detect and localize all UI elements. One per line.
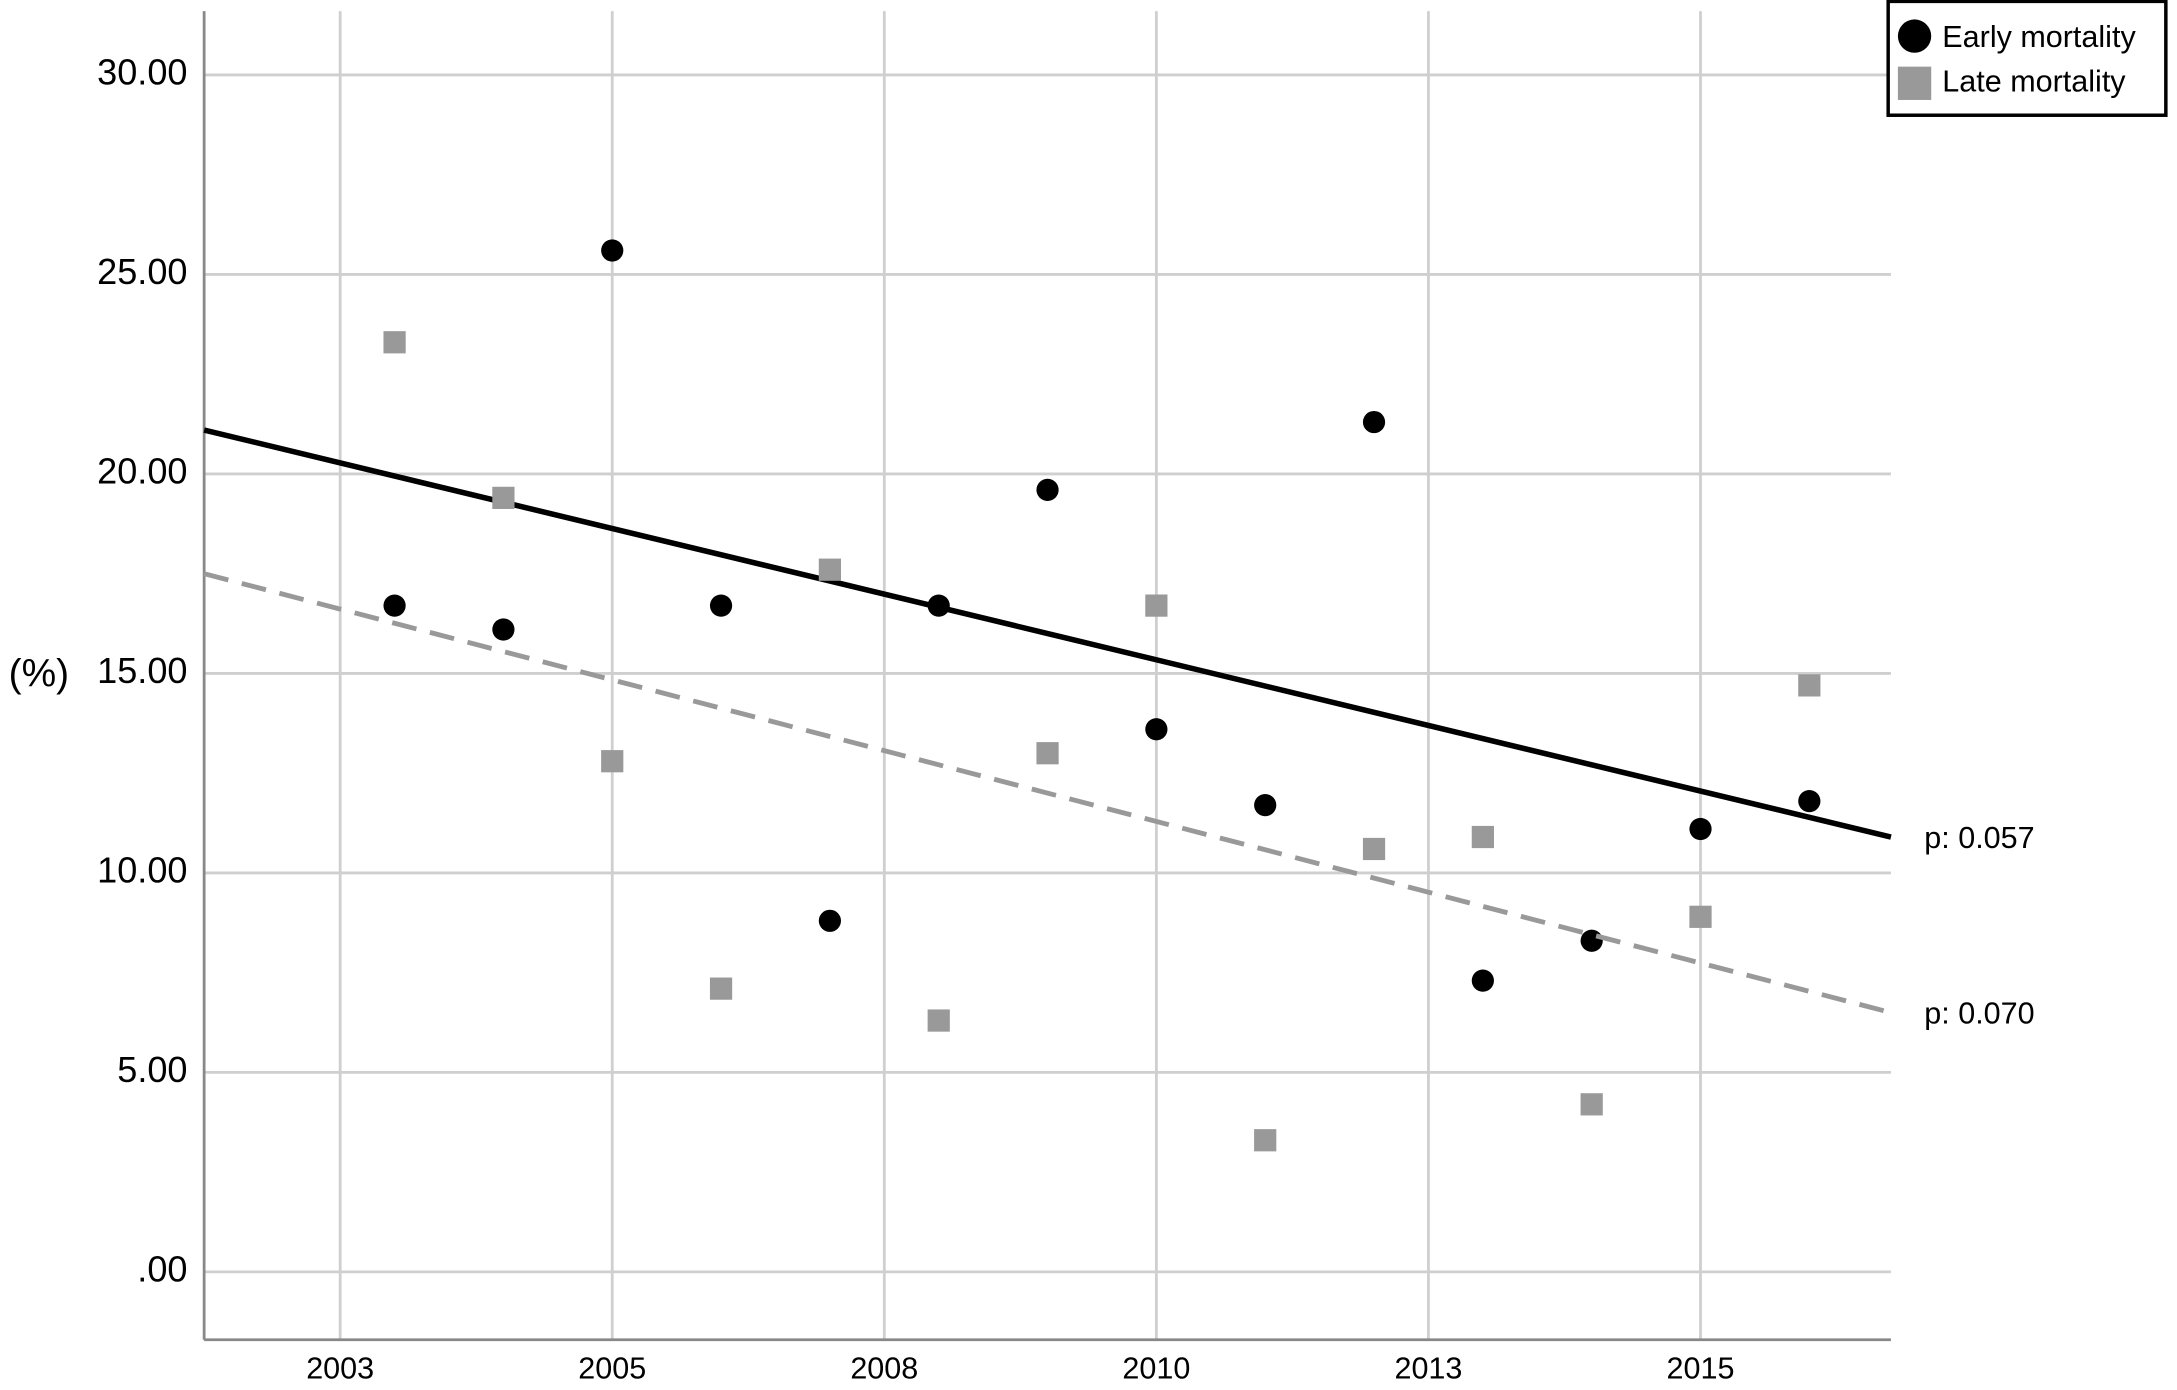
legend-marker (1897, 66, 1932, 100)
x-tick-label: 2010 (1122, 1351, 1190, 1385)
data-point (1254, 1129, 1277, 1152)
data-point (1036, 478, 1059, 502)
data-point (1362, 837, 1386, 861)
data-point (1689, 905, 1712, 928)
data-point (1362, 410, 1386, 434)
data-point (601, 239, 624, 262)
legend-marker (1897, 19, 1932, 53)
data-point (1798, 789, 1821, 813)
trend-line (203, 427, 1892, 840)
data-point (927, 1009, 950, 1032)
y-tick-label: 15.00 (97, 650, 187, 691)
legend-label: Late mortality (1942, 64, 2126, 98)
x-tick-label: 2015 (1667, 1351, 1735, 1385)
trend-annotation: p: 0.070 (1924, 996, 2034, 1030)
data-point (492, 486, 515, 509)
x-tick-label: 2003 (306, 1351, 374, 1385)
data-point (1689, 817, 1712, 841)
legend-label: Early mortality (1942, 20, 2136, 54)
data-point (1471, 825, 1494, 849)
y-tick-label: .00 (137, 1248, 187, 1289)
data-point (1036, 742, 1059, 765)
y-tick-label: 5.00 (117, 1049, 187, 1090)
data-point (601, 750, 624, 773)
legend: Early mortality Late mortality (1886, 0, 2168, 117)
data-point (1580, 929, 1603, 952)
y-tick-label: 30.00 (97, 51, 187, 92)
y-tick-label: 25.00 (97, 251, 187, 292)
trend-annotation: p: 0.057 (1924, 821, 2034, 855)
legend-box (1886, 0, 2168, 117)
data-point (492, 618, 515, 641)
data-point (927, 594, 950, 617)
y-tick-label: 20.00 (97, 450, 187, 491)
data-point (1580, 1093, 1603, 1116)
data-point (709, 977, 733, 1000)
data-point (818, 558, 841, 581)
data-point (1471, 969, 1494, 992)
x-tick-label: 2005 (578, 1351, 646, 1385)
y-axis-label: (%) (9, 652, 69, 695)
data-point (818, 909, 841, 932)
trend-line (203, 571, 1892, 1015)
data-point (1145, 594, 1168, 617)
data-point (383, 594, 406, 617)
data-point (1254, 793, 1277, 817)
x-tick-label: 2013 (1394, 1351, 1462, 1385)
data-point (383, 331, 406, 354)
data-point (1798, 674, 1821, 697)
x-tick-label: 2008 (850, 1351, 918, 1385)
data-point (1145, 718, 1168, 741)
y-tick-label: 10.00 (97, 849, 187, 890)
data-point (709, 594, 733, 617)
